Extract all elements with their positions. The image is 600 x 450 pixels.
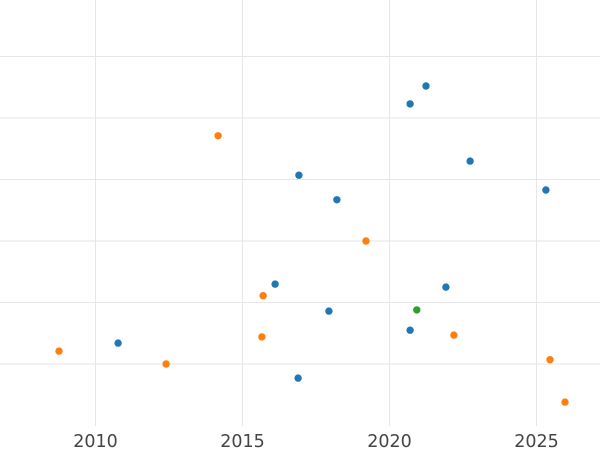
data-point-blue xyxy=(406,326,414,334)
data-point-orange xyxy=(546,356,554,364)
data-point-blue xyxy=(295,171,303,179)
x-tick-label: 2020 xyxy=(367,432,412,450)
data-point-blue xyxy=(422,82,430,90)
x-tick-label: 2015 xyxy=(220,432,265,450)
data-point-orange xyxy=(214,132,222,140)
data-point-orange xyxy=(55,347,63,355)
data-point-blue xyxy=(271,280,279,288)
data-point-blue xyxy=(542,186,550,194)
data-point-green xyxy=(413,306,421,314)
data-point-orange xyxy=(362,237,370,245)
data-point-blue xyxy=(466,157,474,165)
data-point-blue xyxy=(406,100,414,108)
data-point-blue xyxy=(442,283,450,291)
data-point-blue xyxy=(325,307,333,315)
x-tick-label: 2025 xyxy=(514,432,559,450)
data-point-orange xyxy=(162,360,170,368)
data-point-blue xyxy=(294,374,302,382)
data-point-orange xyxy=(561,398,569,406)
x-tick-label: 2010 xyxy=(73,432,118,450)
data-point-blue xyxy=(333,196,341,204)
data-point-orange xyxy=(258,333,266,341)
data-point-orange xyxy=(259,292,267,300)
data-point-orange xyxy=(450,331,458,339)
data-point-blue xyxy=(114,339,122,347)
